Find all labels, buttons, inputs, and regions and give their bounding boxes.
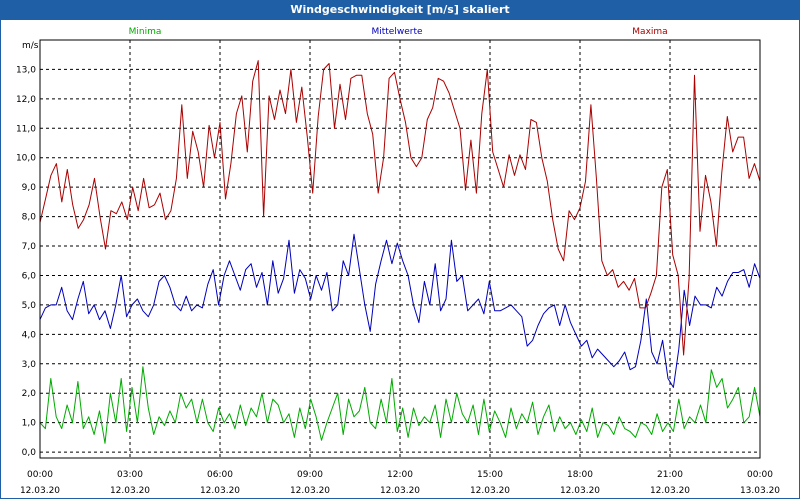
y-tick-label: 9,0 [22, 183, 37, 193]
y-tick-label: 11,0 [16, 124, 36, 134]
x-tick-date: 13.03.20 [740, 486, 780, 496]
x-tick-date: 12.03.20 [650, 486, 690, 496]
x-tick-date: 12.03.20 [110, 486, 150, 496]
y-tick-label: 3,0 [22, 360, 37, 370]
x-tick-time: 15:00 [477, 470, 503, 480]
y-tick-label: 6,0 [22, 271, 37, 281]
legend-item-minima: Minima [129, 27, 162, 37]
y-tick-label: 5,0 [22, 301, 37, 311]
series-line-mittelwerte [39, 233, 761, 388]
series-line-minima [39, 366, 761, 444]
series-line-maxima [39, 60, 761, 356]
y-tick-label: 4,0 [22, 330, 37, 340]
y-tick-label: 13,0 [16, 65, 36, 75]
y-axis-label: m/s [22, 41, 39, 51]
plot-area-border [39, 39, 761, 459]
y-tick-label: 0,0 [22, 448, 37, 458]
x-tick-time: 21:00 [657, 470, 683, 480]
x-axis: 00:00 12.03.20 03:00 12.03.20 06:00 12.03.20 0… [20, 470, 780, 496]
y-tick-label: 8,0 [22, 213, 37, 223]
x-tick-time: 18:00 [567, 470, 593, 480]
legend: Minima Mittelwerte Maxima [129, 27, 668, 37]
y-axis: 0,0 1,0 2,0 3,0 4,0 5,0 6,0 7,0 8,0 9,0 10,0 11,0 12… [16, 65, 36, 458]
legend-item-maxima: Maxima [632, 27, 667, 37]
x-tick-time: 06:00 [207, 470, 233, 480]
chart-title: Windgeschwindigkeit [m/s] skaliert [0, 0, 800, 20]
x-tick-time: 00:00 [747, 470, 773, 480]
x-tick-time: 09:00 [297, 470, 323, 480]
y-tick-label: 7,0 [22, 242, 37, 252]
x-tick-time: 12:00 [387, 470, 413, 480]
x-tick-time: 03:00 [117, 470, 143, 480]
x-tick-date: 12.03.20 [290, 486, 330, 496]
grid [40, 40, 760, 458]
x-tick-date: 12.03.20 [200, 486, 240, 496]
x-tick-date: 12.03.20 [560, 486, 600, 496]
y-tick-label: 10,0 [16, 154, 36, 164]
x-tick-date: 12.03.20 [380, 486, 420, 496]
x-tick-time: 00:00 [27, 470, 53, 480]
y-tick-label: 2,0 [22, 389, 37, 399]
x-tick-date: 12.03.20 [470, 486, 510, 496]
y-tick-label: 1,0 [22, 419, 37, 429]
x-tick-date: 12.03.20 [20, 486, 60, 496]
legend-item-mittelwerte: Mittelwerte [371, 27, 422, 37]
series-lines [39, 60, 761, 444]
y-tick-label: 12,0 [16, 95, 36, 105]
